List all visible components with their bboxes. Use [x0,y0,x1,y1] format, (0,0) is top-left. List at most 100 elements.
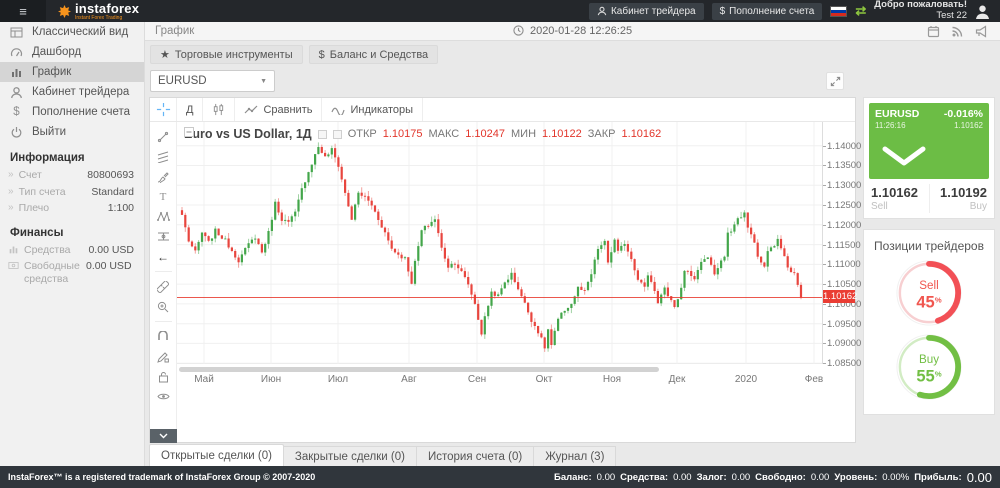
chevron-down-icon [159,433,168,439]
time-tick: Окт [536,374,553,385]
svg-text:55%: 55% [916,368,941,386]
tab-open-trades[interactable]: Открытые сделки (0) [149,444,284,466]
lock-tool[interactable] [158,370,169,383]
magnet-tool[interactable] [157,330,169,343]
finance-section-title: Финансы [0,217,144,242]
main-content: ★ Торговые инструменты $ Баланс и Средст… [145,41,1000,466]
quote-symbol: EURUSD [875,108,919,120]
buy-gauge-value: 55 [916,368,934,386]
ruler-tool[interactable] [157,280,169,293]
classic-view-icon [10,26,23,39]
buy-quote[interactable]: 1.10192 Buy [930,184,990,213]
page-title: График [145,25,194,37]
tab-closed-trades[interactable]: Закрытые сделки (0) [284,446,417,466]
svg-text:45%: 45% [916,294,941,312]
time-tick: Июн [261,374,281,385]
visibility-tool[interactable] [157,390,170,403]
quote-change: -0.016% [944,108,983,120]
deposit-button[interactable]: $ Пополнение счета [712,3,823,20]
time-tick: Июл [328,374,348,385]
clock-icon [513,25,524,36]
footer: InstaForex™ is a registered trademark of… [0,466,1000,488]
buy-label: Buy [932,201,988,212]
compare-icon [244,104,258,116]
price-tick: 1.13500 [827,160,861,171]
page-header: График 2020-01-28 12:26:25 [145,22,1000,41]
time-tick: 2020 [735,374,757,385]
chart-card: Д Сравнить Индикаторы [149,97,856,443]
buy-gauge[interactable]: Buy 55% [895,333,963,401]
trader-cabinet-button[interactable]: Кабинет трейдера [589,3,704,20]
candlestick-plot[interactable]: Euro vs US Dollar, 1Д ОТКР1.10175 МАКС1.… [177,122,822,364]
instaforex-logo[interactable]: instaforex Instant Forex Trading [58,2,139,21]
account-number: 80800693 [87,169,134,182]
xabcd-pattern-tool[interactable] [157,210,170,223]
brush-tool[interactable] [157,170,169,183]
sidebar-item-deposit[interactable]: $ Пополнение счета [0,102,144,122]
exchange-arrows-icon[interactable]: ⇄ [855,3,866,19]
chart-mini-icon[interactable] [318,130,327,139]
chart-mini-icon[interactable] [333,130,342,139]
symbol-select[interactable]: EURUSD ▼ [150,70,275,92]
sidebar-item-classic-view[interactable]: Классический вид [0,22,144,42]
collapse-tools-button[interactable] [150,429,177,443]
trading-instruments-button[interactable]: ★ Торговые инструменты [150,45,303,64]
sell-gauge[interactable]: Sell 45% [895,259,963,327]
arrow-tool[interactable]: ← [157,250,169,263]
scrollbar-thumb[interactable] [179,367,659,372]
quote-card: EURUSD -0.016% 11:26:16 1.10162 1.10162 … [863,97,995,219]
chart-title: Euro vs US Dollar, 1Д [184,127,312,141]
sell-quote[interactable]: 1.10162 Sell [869,184,930,213]
collapse-legend-icon[interactable] [184,127,194,137]
forecast-tool[interactable] [157,230,170,243]
indicators-button[interactable]: Индикаторы [322,98,423,121]
free-margin-value: 0.00 USD [86,260,132,273]
info-row-leverage: » Плечо 1:100 [0,200,144,217]
timeframe-button[interactable]: Д [177,98,203,121]
trend-line-tool[interactable] [157,130,169,143]
sidebar-item-chart[interactable]: График [0,62,144,82]
quote-header[interactable]: EURUSD -0.016% 11:26:16 1.10162 [869,103,989,179]
finance-row-free-margin: Свободные средства 0.00 USD [0,258,144,287]
sell-price: 1.10162 [871,185,927,200]
tab-journal[interactable]: Журнал (3) [534,446,616,466]
wave-icon [331,105,345,115]
tab-account-history[interactable]: История счета (0) [417,446,534,466]
language-flag-ru[interactable] [830,6,847,17]
buy-price: 1.10192 [932,185,988,200]
price-axis[interactable]: 1.10162 1.140001.135001.130001.125001.12… [822,122,855,364]
account-stats: Баланс:0.00 Средства:0.00 Залог:0.00 Сво… [554,470,992,485]
sidebar-item-logout[interactable]: Выйти [0,122,144,142]
dollar-icon: $ [10,106,23,118]
menu-toggle-icon[interactable]: ≡ [0,0,46,22]
compare-button[interactable]: Сравнить [235,98,322,121]
calendar-icon[interactable] [927,25,940,38]
bottom-tabs: Открытые сделки (0) Закрытые сделки (0) … [149,444,616,466]
crosshair-tool[interactable] [150,98,177,121]
drawing-mode-lock-tool[interactable] [157,350,169,363]
sidebar: Классический вид Дашборд График Кабинет … [0,22,145,466]
time-tick: Дек [669,374,686,385]
sidebar-item-dashboard[interactable]: Дашборд [0,42,144,62]
logo-subtitle: Instant Forex Trading [75,16,139,21]
sidebar-item-trader-cabinet[interactable]: Кабинет трейдера [0,82,144,102]
chart-style-button[interactable] [203,98,235,121]
price-tick: 1.11500 [827,240,861,251]
price-tick: 1.09000 [827,338,861,349]
fullscreen-button[interactable] [826,72,844,90]
price-tick: 1.12500 [827,200,861,211]
time-tick: Авг [401,374,417,385]
avatar-icon[interactable] [975,4,990,19]
low-value: 1.10122 [542,128,582,140]
announcement-icon[interactable] [975,25,988,38]
time-axis[interactable]: МайИюнИюлАвгСенОктНояДек2020Фев [177,373,822,387]
balance-value: 0.00 [597,472,616,483]
rss-icon[interactable] [951,25,964,38]
text-tool[interactable]: T [160,190,167,203]
money-icon [8,260,19,271]
chevron-right-icon: » [8,169,14,181]
fibonacci-tool[interactable] [157,150,169,163]
chart-toolbar: Д Сравнить Индикаторы [150,98,855,122]
balance-funds-button[interactable]: $ Баланс и Средства [309,45,439,64]
zoom-in-tool[interactable] [157,300,169,313]
